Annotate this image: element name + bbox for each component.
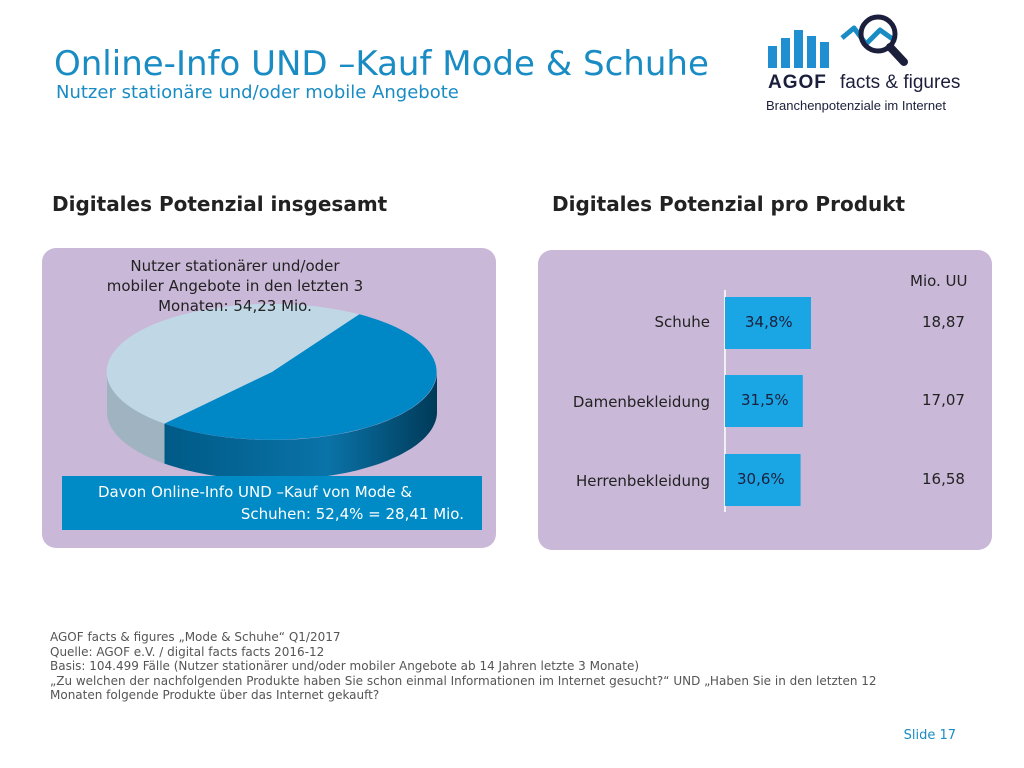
unit-label: Mio. UU [910, 272, 968, 290]
bar-category-label: Herrenbekleidung [575, 472, 710, 490]
bar-category-label: Damenbekleidung [572, 393, 710, 411]
pie-callout-line2: Schuhen: 52,4% = 28,41 Mio. [240, 505, 464, 523]
footnote-line: AGOF facts & figures „Mode & Schuhe“ Q1/… [50, 630, 341, 644]
left-section-title: Digitales Potenzial insgesamt [52, 192, 388, 216]
pie-callout-line1: Davon Online-Info UND –Kauf von Mode & [98, 483, 413, 501]
footnote-line: Basis: 104.499 Fälle (Nutzer stationärer… [50, 659, 640, 673]
bar-secondary-label: 17,07 [922, 391, 965, 409]
footnote: AGOF facts & figures „Mode & Schuhe“ Q1/… [50, 630, 970, 703]
right-section-title: Digitales Potenzial pro Produkt [552, 192, 906, 216]
pie-callout-box: Davon Online-Info UND –Kauf von Mode & S… [62, 476, 482, 530]
logo-product: facts & figures [840, 72, 961, 93]
page-title: Online-Info UND –Kauf Mode & Schuhe [54, 44, 709, 84]
footnote-line: Quelle: AGOF e.V. / digital facts facts … [50, 644, 325, 659]
logo-tagline: Branchenpotenziale im Internet [766, 98, 946, 113]
footnote-line: Monaten folgende Produkte über das Inter… [50, 688, 380, 702]
agof-logo-icon [768, 14, 908, 68]
page-subtitle: Nutzer stationäre und/oder mobile Angebo… [56, 82, 459, 103]
bar-value-label: 31,5% [741, 391, 789, 409]
agof-logo: AGOF facts & figures Branchenpotenziale … [762, 12, 962, 113]
bar-value-label: 30,6% [737, 470, 785, 488]
footnote-line: „Zu welchen der nachfolgenden Produkte h… [50, 673, 877, 688]
bar-value-label: 34,8% [745, 313, 793, 331]
bar-secondary-label: 18,87 [922, 313, 965, 331]
bar-category-label: Schuhe [654, 313, 710, 331]
bar-secondary-label: 16,58 [922, 470, 965, 488]
logo-brand: AGOF [768, 72, 827, 93]
slide-number: Slide 17 [903, 728, 956, 743]
pie-caption: Nutzer stationärer und/oder mobiler Ange… [106, 257, 364, 315]
